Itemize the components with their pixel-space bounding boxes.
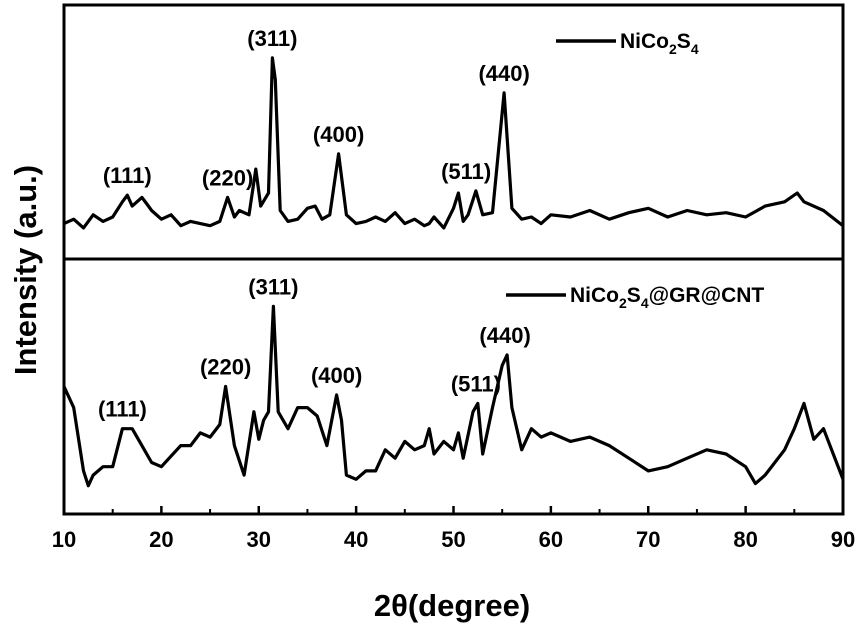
peak-label: (440) <box>479 323 530 348</box>
x-axis-title: 2θ(degree) <box>374 588 530 623</box>
x-tick-label: 30 <box>247 527 271 552</box>
peak-label: (220) <box>202 165 253 190</box>
legend: NiCo2S4 <box>556 30 699 57</box>
peak-label: (511) <box>441 159 491 184</box>
x-tick-label: 40 <box>344 527 368 552</box>
peak-label: (311) <box>248 274 298 299</box>
x-tick-label: 20 <box>149 527 173 552</box>
legend-label: NiCo2S4 <box>620 30 699 57</box>
peak-label: (111) <box>103 163 152 188</box>
x-tick-label: 90 <box>831 527 855 552</box>
x-tick-label: 10 <box>52 527 76 552</box>
series-panel-2: (111) (220) (311) (400) (511) (440) NiCo2S4@GR… <box>62 274 845 488</box>
peak-label: (400) <box>313 122 364 147</box>
series-line <box>63 56 844 230</box>
x-tick-label: 60 <box>539 527 563 552</box>
peak-label: (220) <box>200 355 251 380</box>
panels: (111) (220)(311)(400)(511)(440)NiCo2S4(11… <box>62 26 845 488</box>
legend-label: NiCo2S4@GR@CNT <box>570 284 764 311</box>
x-tick-label: 70 <box>636 527 660 552</box>
peak-label: (440) <box>478 61 529 86</box>
x-tick-label: 50 <box>441 527 465 552</box>
x-axis: 10 20 30 40 50 60 70 80 90 <box>52 506 855 552</box>
peak-label: (400) <box>311 363 362 388</box>
peak-label: (311) <box>247 26 297 51</box>
x-tick-label: 80 <box>733 527 757 552</box>
legend: NiCo2S4@GR@CNT <box>506 284 764 311</box>
plot-frame <box>62 3 845 516</box>
series-line <box>62 304 845 488</box>
series-panel-1: (111) (220) (311) (400) (511) (440) NiCo2S4 <box>63 26 844 230</box>
peak-label: (511) <box>451 371 501 396</box>
peak-label: (111) <box>98 397 147 422</box>
y-axis-title: Intensity (a.u.) <box>8 165 43 375</box>
